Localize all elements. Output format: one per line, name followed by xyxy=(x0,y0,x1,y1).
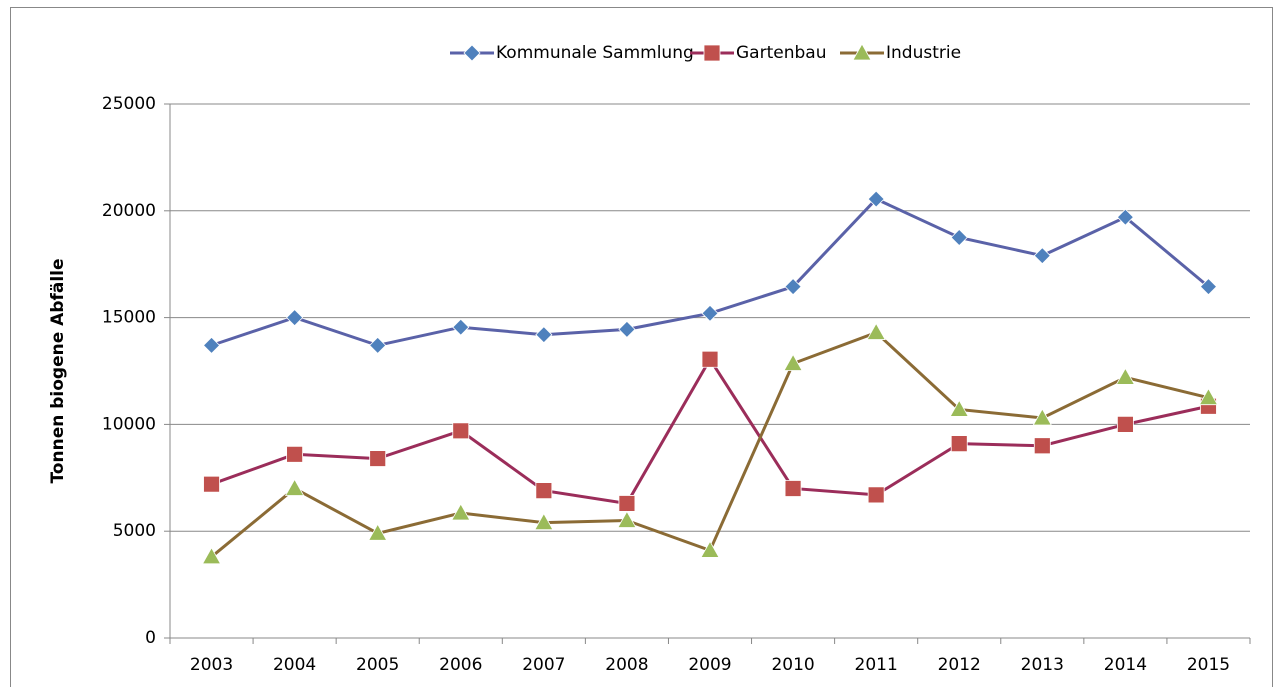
data-point xyxy=(369,450,387,467)
data-point xyxy=(1116,416,1134,433)
data-point xyxy=(701,350,719,368)
x-tick-label: 2005 xyxy=(356,655,399,675)
data-point xyxy=(784,480,802,497)
data-point xyxy=(1116,208,1134,226)
data-point xyxy=(950,228,968,247)
data-point xyxy=(783,353,803,371)
data-point xyxy=(202,336,221,354)
data-point xyxy=(867,190,885,208)
y-tick-label: 10000 xyxy=(102,414,156,434)
data-point xyxy=(950,435,968,453)
data-point xyxy=(535,326,553,344)
data-point xyxy=(201,547,222,565)
y-tick-label: 0 xyxy=(145,628,156,648)
data-point xyxy=(1199,278,1218,296)
x-tick-label: 2008 xyxy=(605,655,648,675)
x-tick-label: 2003 xyxy=(190,655,233,675)
x-tick-label: 2007 xyxy=(522,655,565,675)
data-point xyxy=(286,445,304,463)
legend-marker xyxy=(852,43,872,61)
data-point xyxy=(700,540,720,558)
y-tick-label: 25000 xyxy=(102,94,156,114)
data-point xyxy=(1198,387,1219,406)
chart-border xyxy=(10,7,1273,691)
legend-marker xyxy=(703,44,721,62)
x-tick-label: 2015 xyxy=(1187,655,1230,675)
x-tick-label: 2006 xyxy=(439,655,482,675)
data-point xyxy=(866,322,886,340)
legend-label: Industrie xyxy=(886,43,961,63)
data-point xyxy=(284,478,305,496)
data-point xyxy=(867,486,885,504)
data-point xyxy=(1115,367,1136,385)
data-point xyxy=(535,482,553,500)
x-tick-label: 2013 xyxy=(1021,655,1064,675)
x-tick-label: 2004 xyxy=(273,655,316,675)
data-point xyxy=(949,399,969,417)
data-point xyxy=(368,523,388,541)
data-point xyxy=(1033,247,1051,265)
legend-marker xyxy=(463,44,481,62)
y-tick-label: 15000 xyxy=(102,308,156,328)
data-point xyxy=(286,309,304,327)
data-point xyxy=(617,510,637,528)
legend-label: Gartenbau xyxy=(736,43,826,63)
x-tick-label: 2014 xyxy=(1104,655,1147,675)
data-point xyxy=(203,475,220,493)
y-tick-label: 20000 xyxy=(102,201,156,221)
data-point xyxy=(369,336,387,354)
data-point xyxy=(701,304,719,322)
x-tick-label: 2012 xyxy=(938,655,981,675)
data-point xyxy=(618,320,636,338)
data-point xyxy=(784,278,802,296)
y-axis-label: Tonnen biogene Abfälle xyxy=(48,258,68,483)
y-tick-label: 5000 xyxy=(113,521,156,541)
x-tick-label: 2010 xyxy=(771,655,814,675)
data-point xyxy=(1033,437,1051,455)
data-point xyxy=(452,422,470,440)
x-tick-label: 2009 xyxy=(688,655,731,675)
data-point xyxy=(534,512,554,531)
x-tick-label: 2011 xyxy=(855,655,898,675)
data-point xyxy=(452,318,470,336)
legend-label: Kommunale Sammlung xyxy=(496,43,694,63)
data-point xyxy=(451,503,471,521)
data-point xyxy=(618,495,636,512)
data-point xyxy=(1032,408,1052,426)
